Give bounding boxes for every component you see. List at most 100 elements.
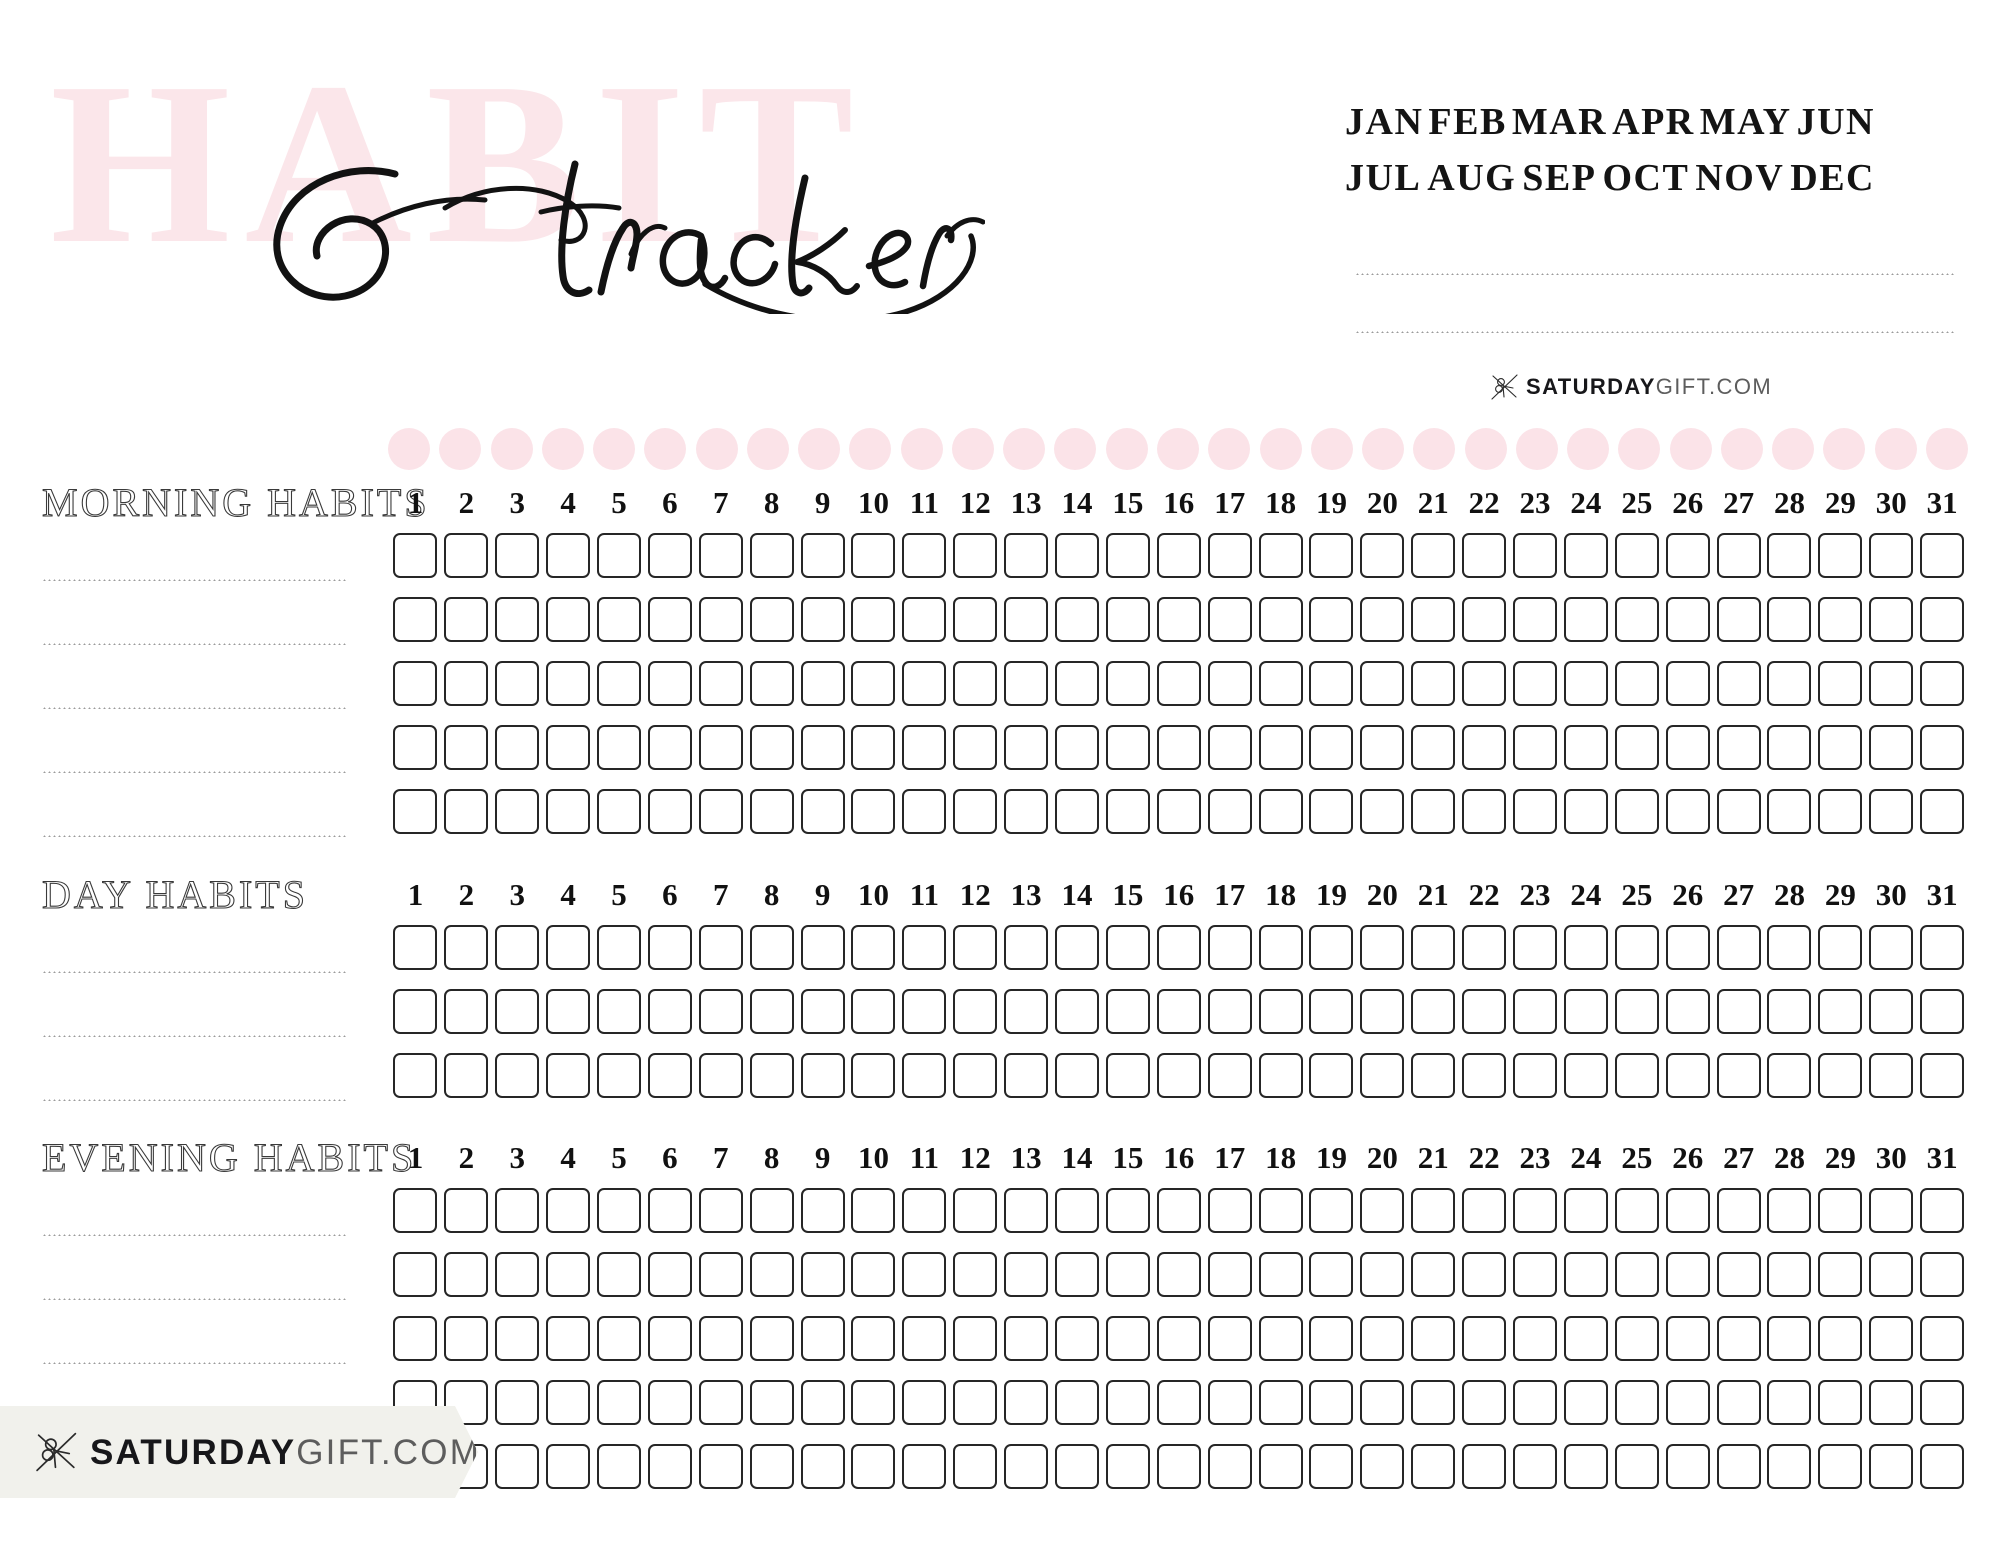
habit-checkbox-evening-r4-d15[interactable]: [1105, 1380, 1150, 1425]
habit-checkbox-morning-r4-d27[interactable]: [1716, 725, 1761, 770]
habit-checkbox-evening-r5-d23[interactable]: [1513, 1444, 1558, 1489]
habit-checkbox-morning-r4-d10[interactable]: [851, 725, 896, 770]
habit-checkbox-evening-r3-d21[interactable]: [1411, 1316, 1456, 1361]
habit-checkbox-evening-r1-d18[interactable]: [1258, 1188, 1303, 1233]
habit-checkbox-morning-r1-d19[interactable]: [1309, 533, 1354, 578]
habit-checkbox-evening-r3-d13[interactable]: [1004, 1316, 1049, 1361]
habit-checkbox-morning-r5-d21[interactable]: [1411, 789, 1456, 834]
habit-checkbox-evening-r3-d5[interactable]: [597, 1316, 641, 1361]
habit-checkbox-morning-r3-d3[interactable]: [495, 661, 540, 706]
habit-checkbox-evening-r1-d15[interactable]: [1105, 1188, 1150, 1233]
habit-checkbox-evening-r2-d17[interactable]: [1207, 1252, 1252, 1297]
habit-name-write-line[interactable]: [42, 834, 348, 837]
habit-checkbox-evening-r4-d11[interactable]: [902, 1380, 947, 1425]
habit-checkbox-evening-r5-d17[interactable]: [1207, 1444, 1252, 1489]
habit-checkbox-morning-r4-d2[interactable]: [444, 725, 489, 770]
habit-checkbox-evening-r5-d4[interactable]: [546, 1444, 591, 1489]
habit-checkbox-morning-r2-d19[interactable]: [1309, 597, 1354, 642]
habit-checkbox-evening-r1-d12[interactable]: [953, 1188, 998, 1233]
habit-checkbox-morning-r1-d6[interactable]: [647, 533, 692, 578]
habit-checkbox-evening-r5-d19[interactable]: [1309, 1444, 1354, 1489]
habit-checkbox-day-r3-d27[interactable]: [1716, 1053, 1761, 1098]
habit-checkbox-morning-r5-d14[interactable]: [1055, 789, 1100, 834]
habit-checkbox-morning-r1-d15[interactable]: [1105, 533, 1150, 578]
habit-checkbox-morning-r2-d3[interactable]: [495, 597, 540, 642]
habit-checkbox-day-r3-d23[interactable]: [1513, 1053, 1558, 1098]
habit-checkbox-morning-r1-d4[interactable]: [546, 533, 591, 578]
habit-checkbox-evening-r1-d20[interactable]: [1360, 1188, 1405, 1233]
habit-checkbox-evening-r2-d21[interactable]: [1411, 1252, 1456, 1297]
habit-checkbox-morning-r1-d14[interactable]: [1055, 533, 1100, 578]
habit-checkbox-day-r1-d30[interactable]: [1869, 925, 1914, 970]
habit-checkbox-day-r2-d17[interactable]: [1207, 989, 1252, 1034]
habit-checkbox-evening-r4-d6[interactable]: [647, 1380, 692, 1425]
habit-checkbox-evening-r1-d9[interactable]: [800, 1188, 845, 1233]
habit-checkbox-morning-r2-d23[interactable]: [1513, 597, 1558, 642]
habit-checkbox-evening-r4-d30[interactable]: [1869, 1380, 1914, 1425]
habit-checkbox-evening-r2-d8[interactable]: [749, 1252, 794, 1297]
habit-checkbox-day-r3-d15[interactable]: [1105, 1053, 1150, 1098]
habit-checkbox-evening-r5-d26[interactable]: [1665, 1444, 1710, 1489]
habit-checkbox-evening-r4-d4[interactable]: [546, 1380, 591, 1425]
habit-checkbox-morning-r2-d22[interactable]: [1462, 597, 1507, 642]
habit-checkbox-evening-r5-d9[interactable]: [800, 1444, 845, 1489]
habit-checkbox-day-r2-d2[interactable]: [444, 989, 489, 1034]
habit-checkbox-evening-r2-d24[interactable]: [1563, 1252, 1608, 1297]
habit-checkbox-evening-r1-d29[interactable]: [1818, 1188, 1863, 1233]
habit-checkbox-morning-r2-d6[interactable]: [647, 597, 692, 642]
habit-checkbox-evening-r2-d1[interactable]: [393, 1252, 438, 1297]
habit-checkbox-morning-r5-d23[interactable]: [1513, 789, 1558, 834]
habit-checkbox-morning-r5-d2[interactable]: [444, 789, 489, 834]
habit-checkbox-morning-r5-d9[interactable]: [800, 789, 845, 834]
habit-name-write-line[interactable]: [42, 970, 348, 973]
habit-checkbox-morning-r3-d23[interactable]: [1513, 661, 1558, 706]
habit-checkbox-evening-r3-d26[interactable]: [1665, 1316, 1710, 1361]
habit-checkbox-day-r3-d17[interactable]: [1207, 1053, 1252, 1098]
habit-checkbox-morning-r3-d7[interactable]: [698, 661, 743, 706]
habit-checkbox-morning-r5-d27[interactable]: [1716, 789, 1761, 834]
habit-checkbox-morning-r5-d10[interactable]: [851, 789, 896, 834]
habit-checkbox-morning-r1-d5[interactable]: [597, 533, 641, 578]
habit-checkbox-evening-r2-d6[interactable]: [647, 1252, 692, 1297]
habit-checkbox-day-r1-d8[interactable]: [749, 925, 794, 970]
habit-checkbox-morning-r3-d2[interactable]: [444, 661, 489, 706]
habit-checkbox-evening-r3-d27[interactable]: [1716, 1316, 1761, 1361]
month-aug[interactable]: AUG: [1427, 157, 1517, 199]
habit-checkbox-morning-r4-d19[interactable]: [1309, 725, 1354, 770]
habit-checkbox-evening-r2-d22[interactable]: [1462, 1252, 1507, 1297]
habit-checkbox-morning-r1-d13[interactable]: [1004, 533, 1049, 578]
habit-checkbox-morning-r5-d22[interactable]: [1462, 789, 1507, 834]
habit-checkbox-evening-r3-d7[interactable]: [698, 1316, 743, 1361]
habit-checkbox-day-r2-d30[interactable]: [1869, 989, 1914, 1034]
habit-checkbox-evening-r5-d20[interactable]: [1360, 1444, 1405, 1489]
habit-checkbox-evening-r4-d29[interactable]: [1818, 1380, 1863, 1425]
habit-checkbox-morning-r5-d6[interactable]: [647, 789, 692, 834]
habit-checkbox-morning-r2-d2[interactable]: [444, 597, 489, 642]
habit-checkbox-day-r3-d2[interactable]: [444, 1053, 489, 1098]
month-may[interactable]: MAY: [1699, 101, 1792, 143]
habit-checkbox-morning-r3-d15[interactable]: [1105, 661, 1150, 706]
habit-checkbox-evening-r2-d28[interactable]: [1767, 1252, 1812, 1297]
habit-checkbox-morning-r1-d31[interactable]: [1920, 533, 1965, 578]
habit-checkbox-evening-r4-d7[interactable]: [698, 1380, 743, 1425]
habit-checkbox-evening-r1-d1[interactable]: [393, 1188, 438, 1233]
habit-checkbox-morning-r4-d17[interactable]: [1207, 725, 1252, 770]
habit-checkbox-day-r3-d16[interactable]: [1156, 1053, 1201, 1098]
habit-checkbox-morning-r4-d15[interactable]: [1105, 725, 1150, 770]
habit-checkbox-day-r3-d9[interactable]: [800, 1053, 845, 1098]
habit-checkbox-day-r1-d31[interactable]: [1920, 925, 1965, 970]
habit-checkbox-morning-r2-d17[interactable]: [1207, 597, 1252, 642]
habit-checkbox-evening-r4-d14[interactable]: [1055, 1380, 1100, 1425]
habit-checkbox-morning-r4-d22[interactable]: [1462, 725, 1507, 770]
month-sep[interactable]: SEP: [1522, 157, 1597, 199]
habit-checkbox-morning-r1-d2[interactable]: [444, 533, 489, 578]
habit-checkbox-day-r1-d29[interactable]: [1818, 925, 1863, 970]
habit-checkbox-morning-r2-d30[interactable]: [1869, 597, 1914, 642]
habit-checkbox-evening-r3-d11[interactable]: [902, 1316, 947, 1361]
habit-checkbox-day-r1-d28[interactable]: [1767, 925, 1812, 970]
habit-checkbox-day-r1-d5[interactable]: [597, 925, 641, 970]
habit-checkbox-morning-r5-d12[interactable]: [953, 789, 998, 834]
habit-checkbox-day-r3-d1[interactable]: [393, 1053, 438, 1098]
habit-checkbox-morning-r5-d8[interactable]: [749, 789, 794, 834]
habit-checkbox-day-r2-d12[interactable]: [953, 989, 998, 1034]
